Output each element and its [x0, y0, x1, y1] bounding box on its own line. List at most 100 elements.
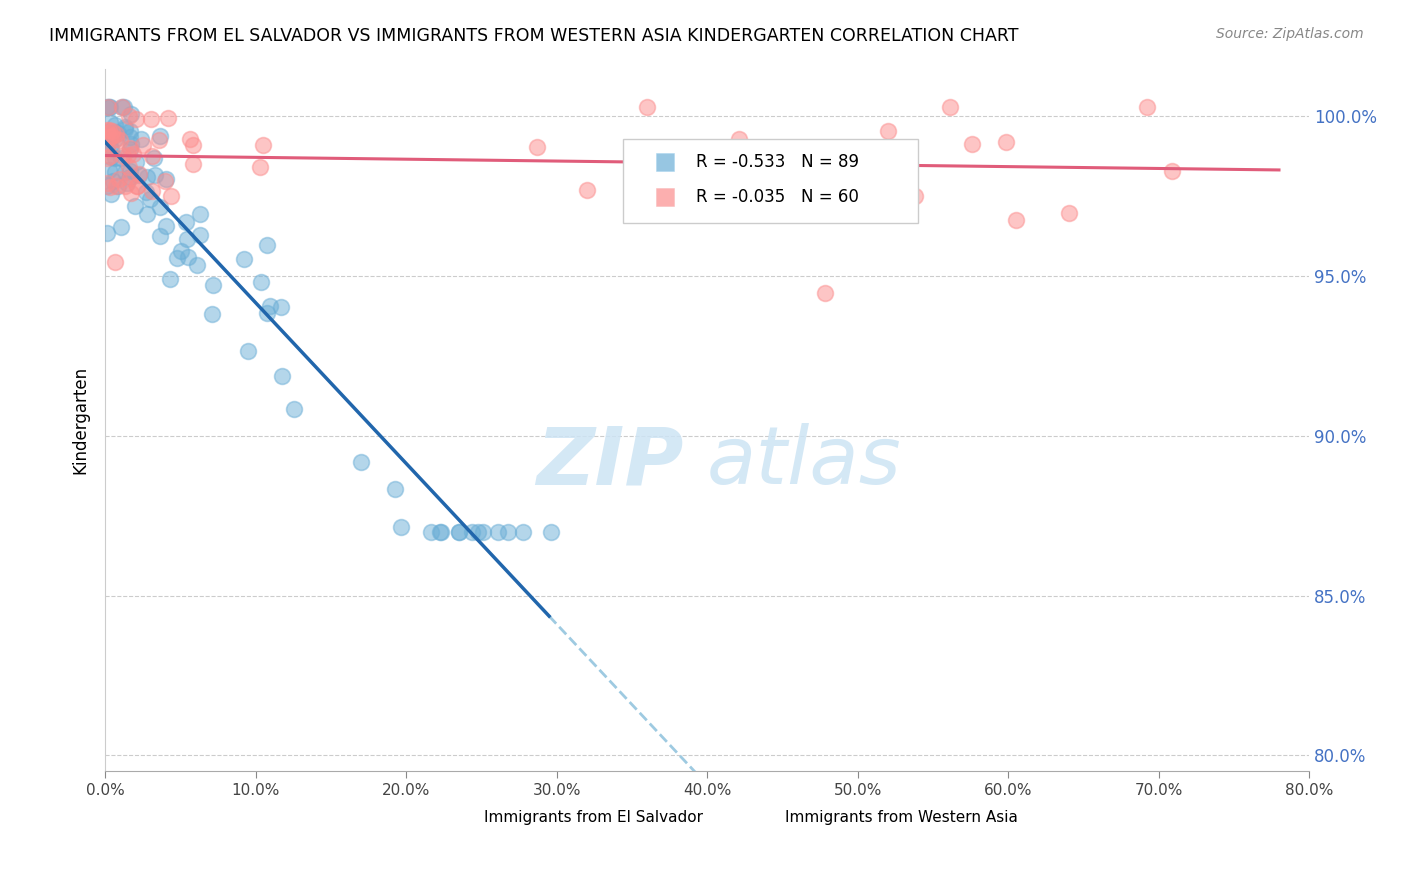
Point — [125, 155, 148, 169]
Point — [472, 524, 495, 539]
Point — [486, 524, 509, 539]
Point — [118, 124, 141, 138]
Point — [148, 132, 170, 146]
Point — [104, 255, 127, 269]
Point — [467, 524, 489, 539]
Point — [110, 133, 132, 147]
Point — [97, 132, 120, 146]
Point — [540, 524, 562, 539]
Point — [117, 148, 139, 162]
Point — [188, 207, 211, 221]
Point — [135, 170, 157, 185]
Point — [120, 136, 142, 151]
Point — [142, 151, 165, 165]
Point — [96, 227, 118, 241]
Point — [160, 189, 183, 203]
Point — [939, 100, 962, 114]
Point — [98, 115, 121, 129]
Point — [98, 180, 121, 194]
Point — [114, 165, 136, 179]
Point — [141, 112, 163, 127]
Point — [384, 483, 406, 497]
Point — [98, 100, 121, 114]
Point — [100, 150, 122, 164]
Point — [100, 149, 122, 163]
Text: Source: ZipAtlas.com: Source: ZipAtlas.com — [1216, 27, 1364, 41]
Point — [157, 111, 180, 125]
Point — [389, 519, 412, 533]
Point — [259, 299, 281, 313]
Point — [101, 124, 124, 138]
Point — [120, 130, 142, 145]
Point — [100, 186, 122, 201]
Point — [128, 169, 150, 183]
FancyBboxPatch shape — [623, 139, 918, 223]
Point — [120, 170, 142, 185]
Point — [107, 127, 129, 141]
Point — [904, 189, 927, 203]
Point — [98, 100, 121, 114]
Point — [97, 100, 120, 114]
Point — [238, 344, 260, 359]
Text: Immigrants from El Salvador: Immigrants from El Salvador — [485, 810, 703, 824]
Point — [512, 524, 534, 539]
Point — [104, 165, 127, 179]
Point — [110, 151, 132, 165]
Point — [96, 125, 118, 139]
Point — [104, 118, 127, 132]
Point — [1161, 163, 1184, 178]
Point — [121, 147, 143, 161]
Point — [118, 160, 141, 174]
Point — [110, 100, 132, 114]
Point — [174, 215, 197, 229]
Point — [124, 199, 146, 213]
Point — [665, 171, 688, 186]
Point — [155, 174, 177, 188]
Point — [112, 100, 135, 114]
Point — [114, 179, 136, 194]
Point — [636, 100, 658, 114]
Text: R = -0.035   N = 60: R = -0.035 N = 60 — [696, 188, 859, 206]
Point — [170, 244, 193, 259]
Point — [233, 252, 256, 266]
Point — [120, 186, 142, 200]
Point — [149, 128, 172, 143]
Point — [135, 186, 157, 200]
Point — [270, 369, 292, 384]
Point — [107, 178, 129, 193]
Point — [115, 176, 138, 190]
Point — [155, 219, 177, 233]
Point — [98, 122, 121, 136]
Point — [114, 122, 136, 136]
Point — [107, 171, 129, 186]
Point — [96, 151, 118, 165]
Point — [118, 109, 141, 123]
Point — [181, 137, 204, 152]
Point — [128, 167, 150, 181]
Point — [96, 138, 118, 153]
Point — [143, 168, 166, 182]
Point — [177, 251, 200, 265]
Point — [98, 140, 121, 154]
Point — [129, 132, 152, 146]
Text: Immigrants from Western Asia: Immigrants from Western Asia — [786, 810, 1018, 824]
Y-axis label: Kindergarten: Kindergarten — [72, 366, 89, 474]
Point — [100, 130, 122, 145]
Point — [104, 127, 127, 141]
Point — [256, 238, 278, 252]
Point — [118, 164, 141, 178]
Point — [813, 285, 835, 300]
Point — [125, 112, 148, 127]
Point — [120, 170, 142, 185]
Point — [1004, 212, 1026, 227]
Point — [179, 132, 201, 146]
Text: IMMIGRANTS FROM EL SALVADOR VS IMMIGRANTS FROM WESTERN ASIA KINDERGARTEN CORRELA: IMMIGRANTS FROM EL SALVADOR VS IMMIGRANT… — [49, 27, 1019, 45]
Point — [96, 123, 118, 137]
Point — [100, 128, 122, 143]
Point — [141, 184, 163, 198]
Point — [125, 179, 148, 194]
Point — [96, 126, 118, 140]
Point — [114, 120, 136, 135]
Point — [96, 142, 118, 156]
Point — [270, 300, 292, 314]
